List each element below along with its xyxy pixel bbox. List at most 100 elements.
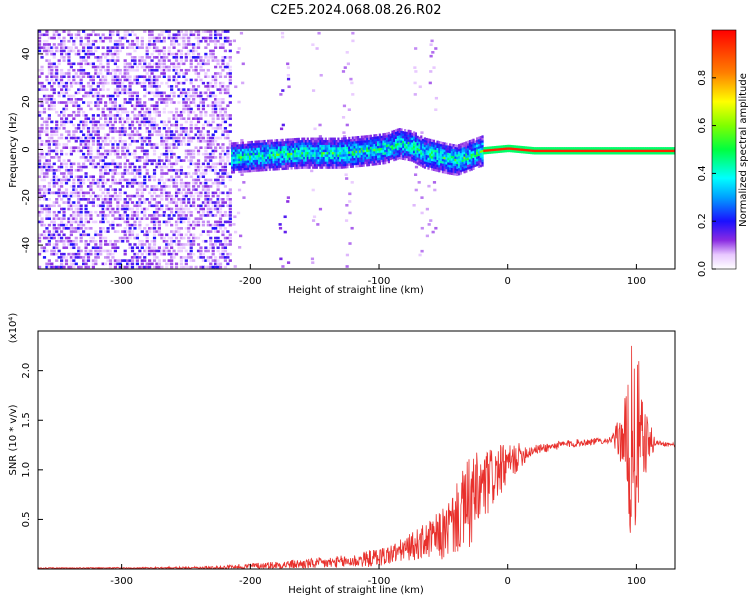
spectrogram-cell	[128, 223, 132, 227]
spectrogram-cell	[162, 127, 166, 130]
spectrogram-cell	[184, 72, 188, 75]
spectrogram-cell	[254, 145, 257, 148]
spectrogram-cell	[420, 164, 423, 167]
spectrogram-cell	[99, 227, 103, 230]
spectrogram-cell	[434, 168, 437, 172]
spectrogram-cell	[118, 139, 122, 143]
spectrogram-cell	[211, 246, 215, 250]
spectrogram-cell	[45, 217, 49, 220]
spectrogram-cell	[241, 81, 245, 85]
spectrogram-cell	[45, 188, 49, 191]
spectrogram-cell	[174, 39, 179, 43]
spectrogram-cell	[157, 188, 162, 191]
spectrogram-cell	[189, 175, 193, 179]
spectrogram-cell	[106, 207, 110, 211]
spectrogram-cell	[133, 104, 137, 108]
spectrogram-cell	[447, 154, 450, 158]
spectrogram-cell	[113, 265, 117, 269]
spectrogram-cell	[189, 256, 193, 259]
spectrogram-cell	[221, 85, 225, 88]
spectrogram-cell	[228, 239, 232, 243]
spectrogram-cell	[199, 62, 203, 66]
spectrogram-cell	[398, 135, 401, 138]
spectrogram-cell	[123, 72, 127, 75]
spectrogram-cell	[101, 33, 105, 37]
spectrogram-cell	[341, 70, 346, 73]
spectrogram-cell	[226, 114, 230, 117]
spectrogram-cell	[101, 39, 105, 43]
spectrogram-cell	[358, 164, 362, 168]
spectrogram-cell	[135, 265, 140, 269]
spectrogram-cell	[214, 149, 218, 153]
spectrogram-cell	[348, 153, 351, 157]
spectrogram-cell	[440, 160, 443, 164]
spectrogram-cell	[184, 217, 188, 220]
spectrogram-cell	[150, 220, 154, 224]
spectrogram-cell	[350, 181, 354, 184]
spectrogram-cell	[412, 152, 416, 156]
spectrogram-cell	[407, 132, 410, 135]
spectrogram-cell	[184, 175, 188, 179]
spectrogram-cell	[226, 220, 230, 224]
spectrogram-cell	[165, 214, 169, 217]
spectrogram-cell	[322, 154, 326, 157]
spectrogram-cell	[218, 75, 223, 79]
spectrogram-cell	[184, 156, 188, 159]
spectrogram-cell	[89, 156, 93, 159]
spectrogram-cell	[130, 194, 135, 198]
spectrogram-cell	[106, 123, 110, 127]
spectrogram-cell	[196, 152, 201, 156]
spectrogram-cell	[86, 43, 91, 46]
spectrogram-cell	[226, 36, 230, 40]
spectrogram-cell	[143, 265, 147, 269]
spectrogram-cell	[308, 159, 311, 162]
spectrogram-cell	[116, 149, 120, 153]
spectrogram-cell	[101, 110, 105, 114]
spectrogram-cell	[216, 123, 220, 127]
spectrogram-cell	[157, 165, 162, 169]
spectrogram-cell	[228, 243, 232, 246]
spectrogram-cell	[77, 201, 81, 204]
spectrogram-cell	[187, 227, 191, 230]
spectrogram-cell	[42, 249, 47, 253]
spectrogram-cell	[74, 33, 78, 37]
spectrogram-cell	[292, 154, 295, 158]
spectrogram-cell	[258, 169, 261, 172]
spectrogram-cell	[434, 156, 437, 160]
spectrogram-cell	[40, 223, 44, 227]
spectrogram-cell	[167, 191, 171, 195]
spectrogram-cell	[104, 256, 108, 259]
spectrogram-cell	[261, 140, 264, 143]
spectrogram-cell	[179, 130, 184, 133]
spectrogram-cell	[228, 39, 232, 43]
spectrogram-cell	[228, 49, 232, 53]
spectrogram-cell	[157, 85, 162, 88]
spectrogram-cell	[86, 252, 91, 256]
spectrogram-cell	[367, 151, 371, 155]
spectrogram-cell	[111, 78, 115, 82]
spectrogram-cell	[172, 94, 176, 98]
spectrogram-cell	[145, 143, 149, 146]
spectrogram-cell	[62, 223, 66, 227]
spectrogram-cell	[89, 52, 93, 56]
spectrogram-cell	[40, 194, 44, 198]
spectrogram-cell	[221, 172, 225, 175]
spectrogram-cell	[221, 30, 225, 33]
spectrogram-cell	[172, 33, 176, 37]
spectrogram-cell	[237, 188, 242, 192]
spectrogram-cell	[310, 161, 313, 165]
spectrogram-cell	[355, 136, 358, 139]
spectrogram-cell	[79, 62, 83, 66]
spectrogram-cell	[427, 159, 430, 163]
spectrogram-cell	[50, 168, 54, 172]
spectrogram-cell	[411, 147, 414, 150]
spectrogram-cell	[108, 194, 113, 198]
spectrogram-cell	[55, 201, 59, 204]
spectrogram-cell	[345, 265, 349, 268]
spectrogram-cell	[387, 158, 390, 161]
spectrogram-cell	[369, 156, 372, 159]
spectrogram-cell	[99, 146, 103, 149]
spectrogram-cell	[148, 46, 152, 49]
spectrogram-cell	[179, 198, 184, 201]
spectrogram-cell	[405, 155, 408, 159]
